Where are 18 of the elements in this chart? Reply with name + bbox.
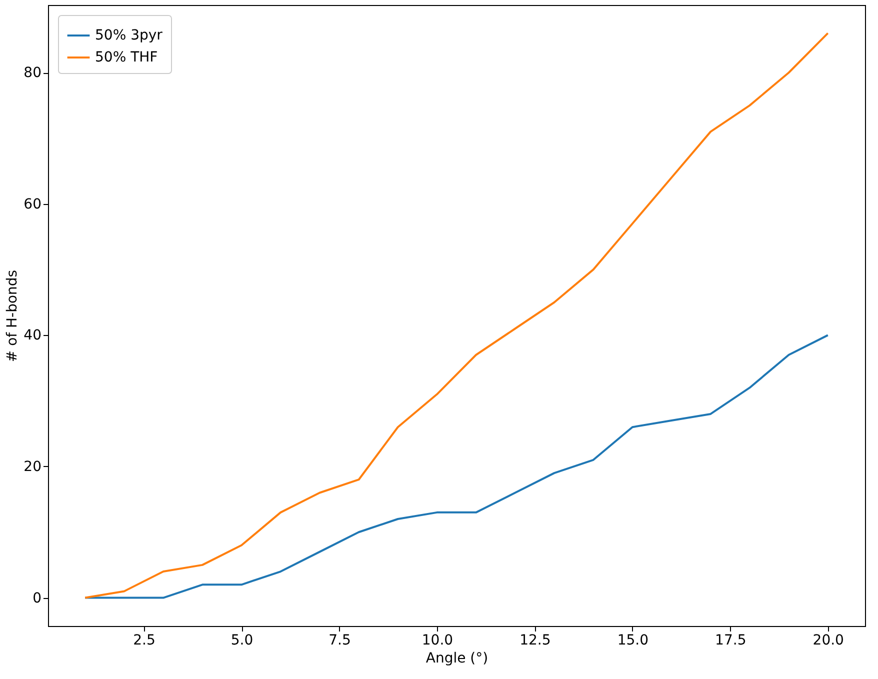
y-tick-label: 40 bbox=[24, 328, 42, 344]
y-tick-label: 20 bbox=[24, 458, 42, 475]
legend-label: 50% THF bbox=[95, 50, 158, 66]
y-tick-label: 80 bbox=[24, 65, 42, 82]
legend-label: 50% 3pyr bbox=[95, 28, 163, 44]
x-tick-label: 12.5 bbox=[520, 632, 551, 648]
x-tick-label: 15.0 bbox=[617, 632, 648, 648]
y-tick-label: 0 bbox=[32, 590, 42, 606]
x-tick-label: 17.5 bbox=[715, 632, 746, 648]
x-tick-label: 2.5 bbox=[133, 632, 156, 648]
x-axis-title: Angle (°) bbox=[426, 650, 488, 666]
y-axis-title: # of H-bonds bbox=[4, 270, 21, 362]
x-tick-label: 10.0 bbox=[422, 632, 454, 648]
x-tick-label: 5.0 bbox=[230, 632, 254, 648]
x-tick-label: 20.0 bbox=[812, 632, 844, 648]
line-series bbox=[84, 334, 829, 599]
x-tick-label: 7.5 bbox=[328, 632, 351, 648]
y-tick-label: 60 bbox=[24, 196, 42, 212]
